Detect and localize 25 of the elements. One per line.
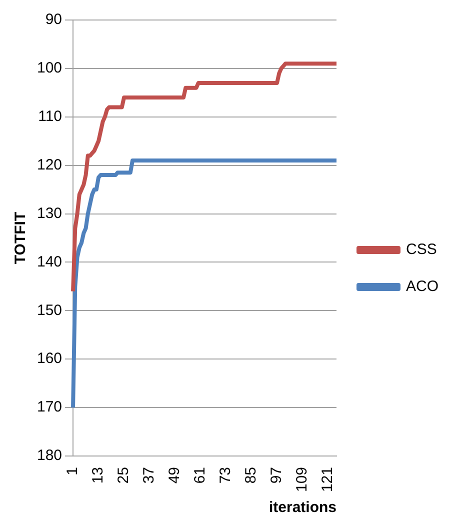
y-tick-label: 140: [36, 253, 62, 270]
legend-label: CSS: [406, 241, 437, 258]
x-tick-label: 61: [192, 466, 209, 484]
x-tick-label: 97: [268, 466, 286, 484]
x-tick-label: 1: [64, 466, 82, 476]
y-tick-label: 100: [36, 60, 62, 77]
legend-label: ACO: [406, 278, 439, 296]
y-tick-label: 110: [38, 108, 62, 126]
x-tick-label: 13: [90, 466, 107, 484]
y-tick-label: 90: [45, 11, 62, 28]
x-tick-label: 109: [294, 466, 311, 492]
y-axis-title: TOTFIT: [12, 212, 30, 264]
x-tick-label: 49: [166, 466, 184, 484]
x-tick-label: 25: [115, 466, 132, 484]
y-tick-label: 180: [36, 447, 62, 464]
x-tick-label: 37: [140, 466, 158, 484]
y-tick-label: 120: [36, 156, 62, 174]
x-tick-label: 73: [217, 466, 234, 484]
y-tick-label: 160: [36, 350, 62, 368]
x-axis-title: iterations: [268, 499, 336, 516]
x-tick-label: 121: [319, 466, 336, 492]
y-tick-label: 150: [36, 302, 62, 319]
y-tick-label: 170: [36, 398, 62, 416]
x-tick-label: 85: [242, 466, 260, 484]
y-tick-label: 130: [36, 204, 62, 222]
